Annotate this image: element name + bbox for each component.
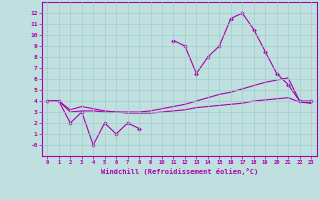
X-axis label: Windchill (Refroidissement éolien,°C): Windchill (Refroidissement éolien,°C) (100, 168, 258, 175)
